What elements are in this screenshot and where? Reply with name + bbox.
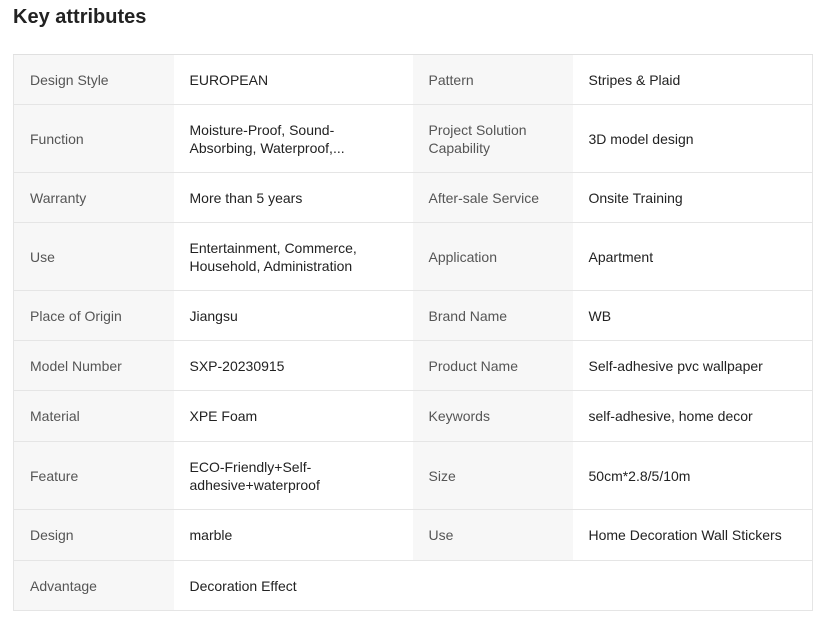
attribute-label: Place of Origin — [13, 290, 174, 341]
attribute-value: Moisture-Proof, Sound-Absorbing, Waterpr… — [173, 104, 413, 173]
attribute-value: Stripes & Plaid — [572, 54, 813, 105]
attributes-table: Design Style EUROPEAN Pattern Stripes & Pla… — [13, 54, 813, 611]
attribute-value: ECO-Friendly+Self-adhesive+waterproof — [173, 441, 413, 510]
attribute-label: Application — [412, 222, 573, 291]
attribute-label: Size — [412, 441, 573, 510]
attribute-value: XPE Foam — [173, 390, 413, 442]
attribute-value: Onsite Training — [572, 172, 813, 223]
attribute-value — [572, 560, 813, 611]
attribute-value: SXP-20230915 — [173, 340, 413, 391]
attribute-label: Use — [412, 509, 573, 561]
attribute-value: Entertainment, Commerce, Household, Admi… — [173, 222, 413, 291]
attribute-value: EUROPEAN — [173, 54, 413, 105]
attribute-label: Model Number — [13, 340, 174, 391]
section-title: Key attributes — [13, 6, 147, 28]
attribute-value: Home Decoration Wall Stickers — [572, 509, 813, 561]
attribute-value: More than 5 years — [173, 172, 413, 223]
attribute-label: Pattern — [412, 54, 573, 105]
attribute-label: Keywords — [412, 390, 573, 442]
attribute-label: Brand Name — [412, 290, 573, 341]
attribute-label: Function — [13, 104, 174, 173]
table-row: Use Entertainment, Commerce, Household, A… — [13, 222, 813, 291]
attribute-label: Design Style — [13, 54, 174, 105]
attribute-value: Decoration Effect — [173, 560, 413, 611]
attribute-label: Material — [13, 390, 174, 442]
table-row: Place of Origin Jiangsu Brand Name WB — [13, 290, 813, 341]
attribute-label: Warranty — [13, 172, 174, 223]
attribute-label: Design — [13, 509, 174, 561]
attribute-label: Product Name — [412, 340, 573, 391]
table-row: Function Moisture-Proof, Sound-Absorbing,… — [13, 104, 813, 173]
attribute-label: Feature — [13, 441, 174, 510]
attribute-label: Advantage — [13, 560, 174, 611]
table-row: Design marble Use Home Decoration Wall Stic… — [13, 509, 813, 561]
attribute-label: Project Solution Capability — [412, 104, 573, 173]
attribute-value: self-adhesive, home decor — [572, 390, 813, 442]
attribute-value: Jiangsu — [173, 290, 413, 341]
attribute-value: WB — [572, 290, 813, 341]
table-row: Warranty More than 5 years After-sale Serv… — [13, 172, 813, 223]
table-row: Advantage Decoration Effect — [13, 560, 813, 611]
attribute-label: After-sale Service — [412, 172, 573, 223]
attribute-value: marble — [173, 509, 413, 561]
attribute-label: Use — [13, 222, 174, 291]
table-row: Feature ECO-Friendly+Self-adhesive+waterp… — [13, 441, 813, 510]
table-row: Model Number SXP-20230915 Product Name Self… — [13, 340, 813, 391]
attribute-value: 50cm*2.8/5/10m — [572, 441, 813, 510]
attribute-value: Self-adhesive pvc wallpaper — [572, 340, 813, 391]
table-row: Design Style EUROPEAN Pattern Stripes & Pla… — [13, 54, 813, 105]
attribute-value: Apartment — [572, 222, 813, 291]
attribute-label — [412, 560, 573, 611]
attribute-value: 3D model design — [572, 104, 813, 173]
table-row: Material XPE Foam Keywords self-adhesive, h… — [13, 390, 813, 442]
